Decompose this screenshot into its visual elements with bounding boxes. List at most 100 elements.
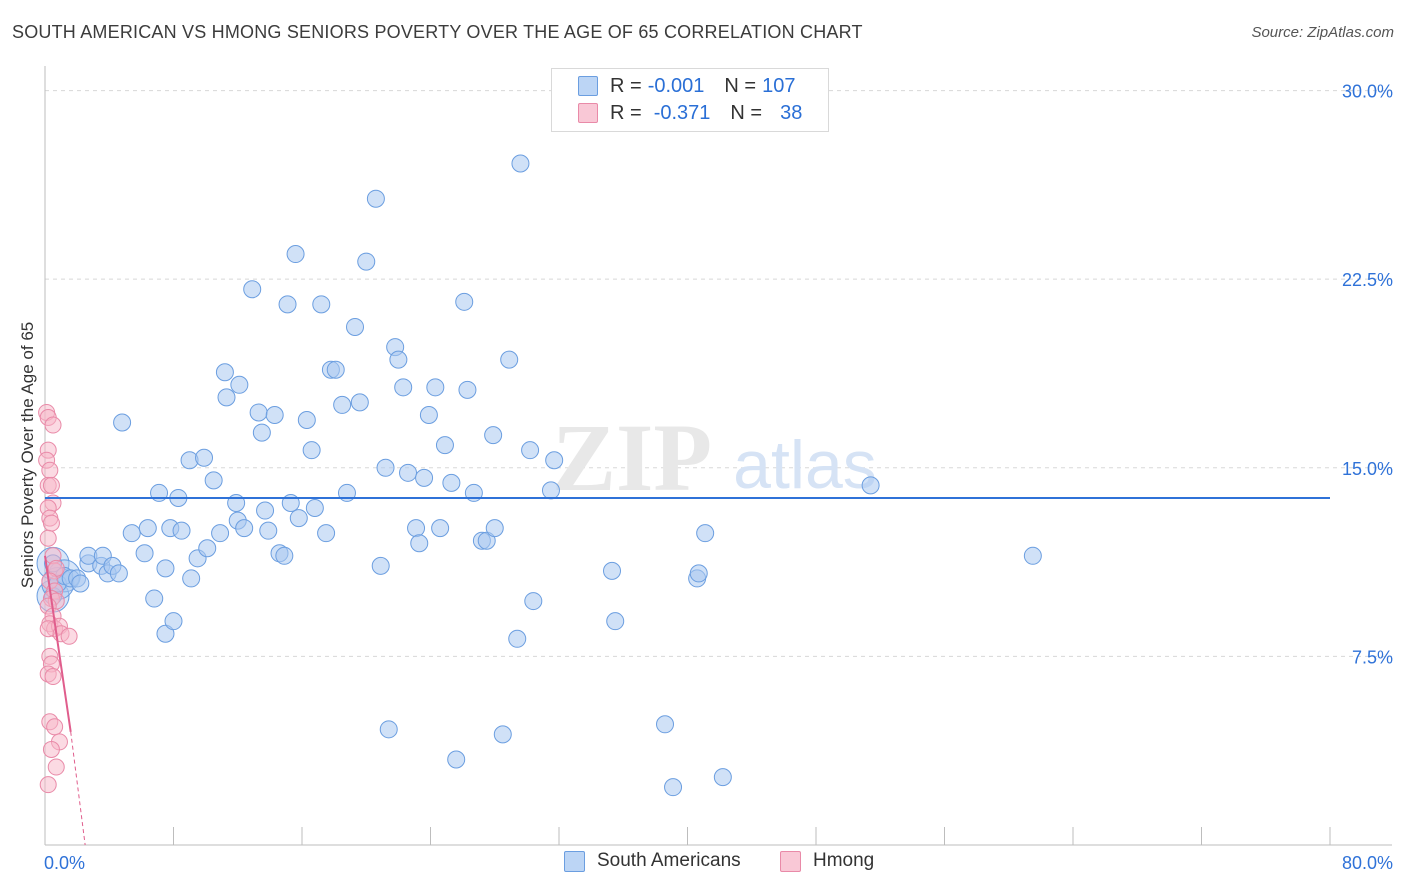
data-point-south-americans [243, 280, 262, 299]
data-point-south-americans [286, 245, 305, 264]
data-point-south-americans [508, 629, 527, 648]
legend-item-hmong[interactable]: Hmong [780, 850, 874, 872]
data-point-south-americans [71, 574, 90, 593]
data-point-south-americans [379, 720, 398, 739]
data-point-south-americans [524, 592, 543, 611]
stats-legend: R = -0.001 N = 107 R = -0.371 N = 38 [551, 68, 829, 132]
data-point-south-americans [135, 544, 154, 563]
data-point-south-americans [122, 524, 141, 543]
data-point-south-americans [217, 388, 236, 407]
data-point-south-americans [442, 473, 461, 492]
data-point-south-americans [410, 534, 429, 553]
data-point-south-americans [156, 559, 175, 578]
watermark-zip: ZIP [552, 404, 712, 511]
data-point-south-americans [256, 501, 275, 520]
watermark-atlas: atlas [733, 427, 877, 503]
data-point-south-americans [275, 546, 294, 565]
data-point-south-americans [419, 405, 438, 424]
n-value: 107 [762, 74, 796, 97]
legend-item-south-americans[interactable]: South Americans [564, 850, 741, 872]
data-point-hmong [44, 668, 62, 686]
data-point-hmong [39, 776, 57, 794]
data-point-south-americans [656, 715, 675, 734]
data-point-hmong [44, 416, 62, 434]
data-point-south-americans [215, 363, 234, 382]
data-point-south-americans [145, 589, 164, 608]
data-point-south-americans [278, 295, 297, 314]
r-value: -0.371 [653, 101, 711, 124]
data-point-south-americans [458, 380, 477, 399]
data-point-hmong [41, 461, 59, 479]
data-point-south-americans [500, 350, 519, 369]
data-point-hmong [47, 758, 65, 776]
data-point-south-americans [447, 750, 466, 769]
series-legend: South Americans Hmong [0, 850, 1406, 878]
legend-label: South Americans [597, 850, 741, 871]
data-point-south-americans [477, 531, 496, 550]
data-point-hmong [42, 514, 60, 532]
data-point-south-americans [399, 463, 418, 482]
data-point-south-americans [156, 624, 175, 643]
data-point-south-americans [484, 426, 503, 445]
stats-row-south-americans: R = -0.001 N = 107 [578, 73, 795, 99]
legend-swatch-pink [578, 103, 598, 123]
y-axis-label: Seniors Poverty Over the Age of 65 [18, 321, 37, 589]
y-tick-label: 15.0% [1342, 459, 1393, 479]
data-point-south-americans [606, 612, 625, 631]
x-tick-label: 0.0% [44, 853, 85, 873]
legend-swatch-pink [780, 850, 801, 872]
data-point-south-americans [198, 539, 217, 558]
data-point-south-americans [541, 481, 560, 500]
data-point-south-americans [138, 519, 157, 538]
source-label: Source: ZipAtlas.com [1251, 24, 1394, 41]
r-label: R = [610, 74, 642, 97]
data-point-south-americans [415, 468, 434, 487]
data-point-south-americans [861, 476, 880, 495]
data-point-south-americans [1023, 546, 1042, 565]
data-point-south-americans [389, 350, 408, 369]
data-point-south-americans [204, 471, 223, 490]
data-point-south-americans [431, 519, 450, 538]
y-tick-label: 7.5% [1352, 647, 1393, 667]
data-point-south-americans [696, 524, 715, 543]
legend-swatch-blue [564, 850, 585, 872]
data-point-south-americans [297, 411, 316, 430]
data-point-south-americans [521, 441, 540, 460]
r-label: R = [610, 101, 642, 124]
data-point-south-americans [371, 556, 390, 575]
stats-row-hmong: R = -0.371 N = 38 [578, 100, 802, 126]
data-point-south-americans [366, 189, 385, 208]
data-point-south-americans [407, 519, 426, 538]
data-point-hmong [42, 740, 60, 758]
y-tick-label: 22.5% [1342, 270, 1393, 290]
y-tick-label: 30.0% [1342, 82, 1393, 102]
data-point-south-americans [164, 612, 183, 631]
data-point-south-americans [689, 564, 708, 583]
data-point-south-americans [252, 423, 271, 442]
data-point-south-americans [455, 292, 474, 311]
data-point-south-americans [545, 451, 564, 470]
data-point-south-americans [603, 561, 622, 580]
n-label: N = [730, 101, 763, 124]
data-point-south-americans [333, 395, 352, 414]
data-point-south-americans [394, 378, 413, 397]
data-point-south-americans [326, 360, 345, 379]
data-point-south-americans [350, 393, 369, 412]
data-point-south-americans [109, 564, 128, 583]
trend-line-hmong [44, 555, 72, 732]
data-point-south-americans [259, 521, 278, 540]
data-point-south-americans [485, 519, 504, 538]
data-point-south-americans [346, 317, 365, 336]
data-point-south-americans [305, 499, 324, 518]
data-point-south-americans [249, 403, 268, 422]
trend-line-hmong-extension [70, 731, 86, 846]
data-point-south-americans [312, 295, 331, 314]
data-point-south-americans [211, 524, 230, 543]
data-point-south-americans [357, 252, 376, 271]
legend-swatch-blue [578, 76, 598, 96]
data-point-south-americans [289, 509, 308, 528]
data-point-south-americans [182, 569, 201, 588]
data-point-south-americans [376, 458, 395, 477]
x-tick-label: 80.0% [1342, 853, 1393, 873]
data-point-south-americans [302, 441, 321, 460]
